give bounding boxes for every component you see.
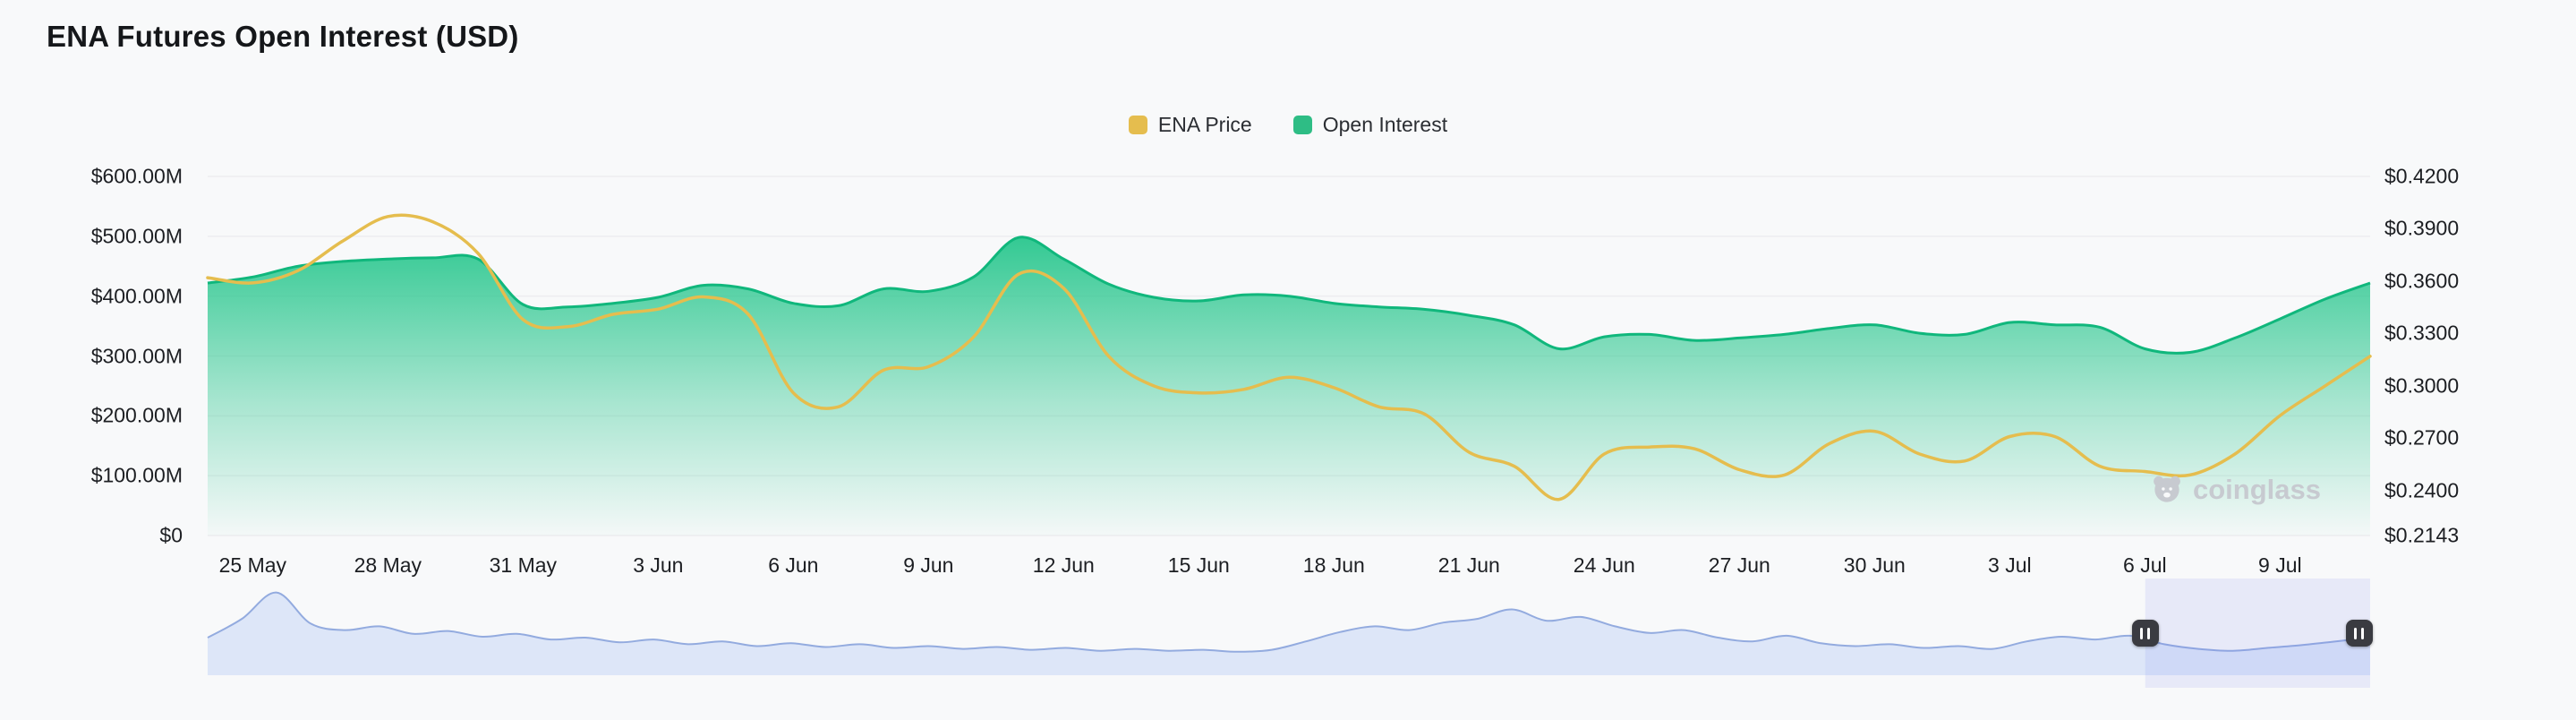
x-axis-tick: 12 Jun xyxy=(1032,553,1095,577)
x-axis-tick: 3 Jul xyxy=(1988,553,2032,577)
navigator-selection[interactable] xyxy=(2145,579,2370,688)
navigator-line xyxy=(207,591,2371,653)
watermark-text: coinglass xyxy=(2193,474,2321,505)
handle-grip-icon xyxy=(2147,627,2151,639)
right-axis-tick: $0.4200 xyxy=(2384,164,2460,188)
legend-item-open-interest[interactable]: Open Interest xyxy=(1292,113,1448,137)
handle-grip-icon xyxy=(2361,627,2365,639)
x-axis-tick: 30 Jun xyxy=(1843,553,1906,577)
left-axis-tick: $600.00M xyxy=(90,164,183,188)
page-title: ENA Futures Open Interest (USD) xyxy=(47,20,519,53)
x-axis-tick: 18 Jun xyxy=(1302,553,1365,577)
right-axis-tick: $0.3300 xyxy=(2384,321,2460,345)
x-axis-tick: 9 Jun xyxy=(903,553,954,577)
open-interest-line xyxy=(207,236,2371,355)
legend-label-open-interest: Open Interest xyxy=(1322,113,1448,136)
x-axis-tick: 15 Jun xyxy=(1167,553,1230,577)
x-axis-tick: 3 Jun xyxy=(633,553,684,577)
x-axis-tick: 31 May xyxy=(489,553,558,577)
x-axis-tick: 21 Jun xyxy=(1437,553,1500,577)
x-axis-tick: 6 Jul xyxy=(2123,553,2167,577)
x-axis-tick: 25 May xyxy=(218,553,287,577)
handle-grip-icon xyxy=(2140,627,2144,639)
open-interest-area xyxy=(208,236,2370,536)
left-axis-tick: $500.00M xyxy=(90,224,183,248)
x-axis-tick: 28 May xyxy=(354,553,422,577)
right-axis-tick: $0.2143 xyxy=(2384,523,2460,547)
right-axis-tick: $0.3900 xyxy=(2384,216,2460,240)
chart-legend: ENA Price Open Interest xyxy=(0,113,2576,137)
navigator-left-handle[interactable] xyxy=(2131,620,2159,647)
coinglass-watermark: coinglass xyxy=(2150,473,2321,507)
x-axis-tick: 6 Jun xyxy=(768,553,819,577)
handle-grip-icon xyxy=(2354,627,2358,639)
left-axis-tick: $200.00M xyxy=(90,403,183,427)
right-axis-tick: $0.3600 xyxy=(2384,269,2460,293)
coinglass-logo-icon xyxy=(2154,476,2180,502)
left-axis-tick: $400.00M xyxy=(90,284,183,308)
legend-label-ena-price: ENA Price xyxy=(1157,113,1252,136)
navigator-area xyxy=(208,592,2370,675)
ena-price-line xyxy=(206,213,2372,501)
ena-price-swatch-icon xyxy=(1128,116,1147,134)
x-axis-tick: 9 Jul xyxy=(2258,553,2302,577)
right-axis-tick: $0.2400 xyxy=(2384,478,2460,502)
left-axis-tick: $300.00M xyxy=(90,344,183,367)
right-axis-tick: $0.3000 xyxy=(2384,373,2460,398)
x-axis-tick: 24 Jun xyxy=(1573,553,1635,577)
left-axis-tick: $0 xyxy=(159,523,183,547)
x-axis-tick: 27 Jun xyxy=(1708,553,1770,577)
right-axis-tick: $0.2700 xyxy=(2384,425,2460,450)
left-axis-tick: $100.00M xyxy=(90,463,183,487)
legend-item-ena-price[interactable]: ENA Price xyxy=(1128,113,1252,137)
open-interest-swatch-icon xyxy=(1292,116,1312,134)
navigator-right-handle[interactable] xyxy=(2345,620,2373,647)
